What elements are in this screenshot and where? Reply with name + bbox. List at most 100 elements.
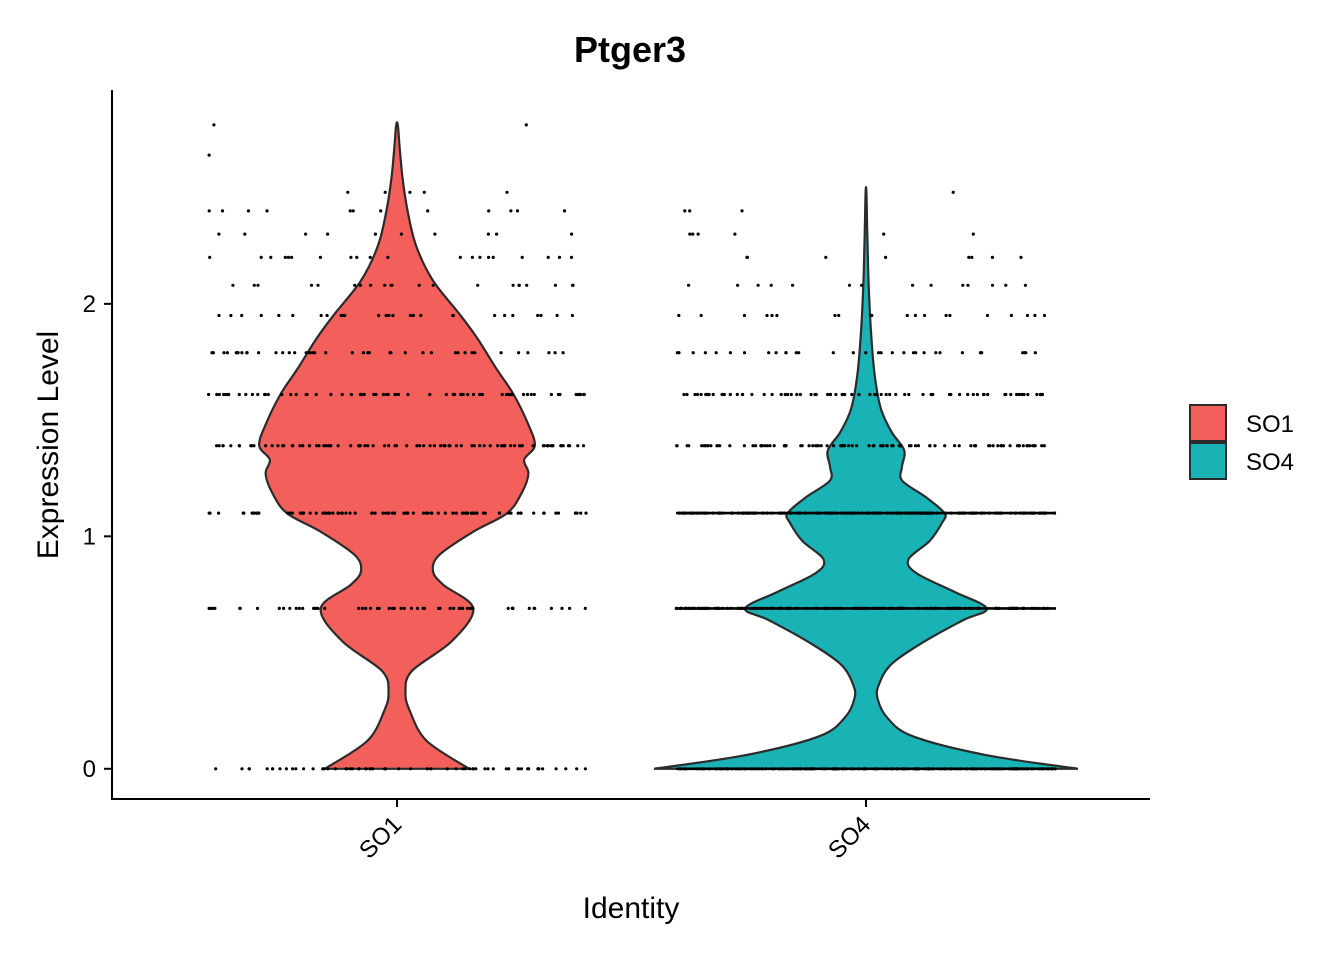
data-point: [542, 444, 546, 448]
data-point: [382, 444, 387, 448]
data-point: [419, 313, 423, 318]
data-point: [444, 392, 448, 397]
data-point: [549, 392, 554, 397]
data-point: [1008, 444, 1012, 448]
data-point: [269, 255, 273, 259]
data-point: [217, 313, 221, 318]
data-point: [431, 283, 435, 287]
data-point: [944, 313, 948, 318]
data-point: [974, 444, 978, 448]
data-point: [783, 392, 787, 397]
data-point: [704, 392, 709, 397]
data-point: [860, 283, 864, 287]
data-point: [215, 392, 219, 397]
data-point: [949, 392, 953, 397]
data-point: [462, 511, 466, 515]
data-point: [1040, 444, 1044, 448]
data-point: [549, 606, 554, 611]
data-point: [207, 209, 211, 213]
data-point: [364, 767, 368, 771]
data-point: [377, 313, 381, 318]
data-point: [800, 444, 804, 448]
data-point: [307, 444, 311, 448]
data-point: [509, 444, 513, 448]
data-point: [443, 511, 447, 515]
data-point: [961, 283, 965, 287]
data-point: [246, 209, 251, 213]
data-point: [967, 255, 971, 259]
data-point: [476, 283, 480, 287]
data-point: [700, 444, 704, 448]
data-point: [884, 392, 888, 397]
data-point: [208, 511, 212, 515]
x-tick-label: SO4: [823, 811, 876, 864]
data-point: [687, 444, 691, 448]
data-point: [422, 190, 426, 194]
data-point: [795, 392, 799, 397]
data-point: [715, 444, 719, 448]
data-point: [318, 255, 322, 259]
data-point: [934, 351, 938, 355]
data-point: [428, 444, 432, 448]
data-point: [349, 444, 353, 448]
data-point: [493, 313, 497, 318]
data-point: [520, 255, 524, 259]
data-point: [373, 232, 377, 236]
data-point: [350, 351, 354, 355]
data-point: [452, 606, 456, 611]
data-point: [229, 313, 233, 318]
data-point: [504, 392, 508, 397]
data-point: [500, 444, 504, 448]
data-point: [361, 351, 365, 355]
data-point: [436, 511, 440, 515]
data-point: [767, 351, 771, 355]
data-point: [832, 444, 836, 448]
y-tick-label: 2: [83, 291, 96, 318]
data-point: [291, 444, 295, 448]
data-point: [415, 444, 419, 448]
data-point: [293, 351, 297, 355]
data-point: [369, 767, 373, 771]
data-point: [426, 209, 430, 213]
data-point: [470, 255, 474, 259]
violin-so4: [653, 185, 1079, 770]
data-point: [384, 313, 388, 318]
data-point: [837, 313, 841, 318]
data-point: [445, 767, 449, 771]
data-point: [463, 767, 467, 771]
data-point: [916, 444, 921, 448]
data-point: [754, 444, 758, 448]
data-point: [569, 255, 574, 259]
data-point: [425, 767, 429, 771]
data-point: [348, 511, 352, 515]
data-point: [353, 511, 357, 515]
data-point: [763, 444, 767, 448]
data-point: [324, 511, 328, 515]
data-point: [547, 351, 551, 355]
data-point: [280, 392, 284, 397]
data-point: [958, 392, 962, 397]
legend-swatch-so1: [1189, 404, 1227, 442]
data-point: [707, 392, 711, 397]
data-point: [283, 255, 287, 259]
data-point: [1042, 444, 1046, 448]
data-point: [231, 283, 235, 287]
data-point: [381, 392, 385, 397]
data-point: [736, 283, 740, 287]
data-point: [326, 444, 330, 448]
data-point: [471, 392, 476, 397]
data-point: [561, 444, 565, 448]
data-point: [482, 444, 486, 448]
data-point: [549, 444, 553, 448]
data-point: [252, 511, 256, 515]
data-point: [458, 255, 462, 259]
data-point: [367, 351, 371, 355]
data-point: [240, 313, 244, 318]
data-point: [584, 511, 588, 515]
y-axis-title: Expression Level: [32, 331, 65, 559]
data-point: [527, 767, 531, 771]
data-point: [208, 606, 212, 611]
data-point: [301, 511, 305, 515]
data-point: [921, 392, 925, 397]
data-point: [779, 392, 783, 397]
